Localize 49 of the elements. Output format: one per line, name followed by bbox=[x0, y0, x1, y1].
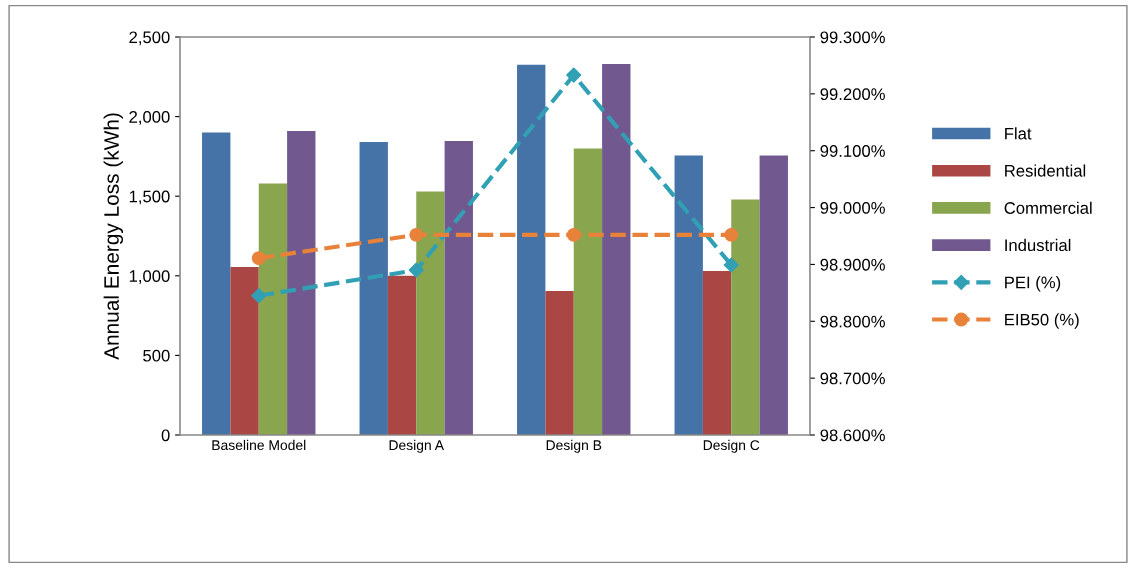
bar bbox=[602, 64, 631, 435]
y2-tick-label: 98.800% bbox=[820, 315, 885, 328]
bar bbox=[573, 148, 603, 435]
legend-label: PEI (%) bbox=[1005, 276, 1061, 292]
point bbox=[251, 288, 267, 304]
legend-label: EIB50 (%) bbox=[1005, 313, 1079, 329]
bar bbox=[759, 155, 788, 435]
bar bbox=[416, 191, 445, 435]
y-axis-title: Annual Energy Loss (kWh) bbox=[103, 113, 124, 360]
point bbox=[723, 257, 739, 273]
point bbox=[408, 262, 424, 278]
y-tick-label: 1,500 bbox=[129, 190, 170, 205]
y2-tick-label: 98.600% bbox=[820, 429, 885, 442]
bar bbox=[517, 64, 546, 435]
bar bbox=[359, 142, 388, 435]
y-tick-label: 0 bbox=[161, 429, 170, 442]
y2-tick-label: 99.200% bbox=[820, 88, 885, 101]
bar bbox=[731, 199, 760, 435]
y2-tick-label: 99.100% bbox=[820, 145, 885, 157]
point bbox=[724, 227, 739, 242]
legend-label: Commercial bbox=[1004, 201, 1092, 214]
point bbox=[251, 251, 266, 266]
point bbox=[409, 227, 424, 242]
y-tick-label: 500 bbox=[143, 349, 170, 362]
bar bbox=[674, 155, 703, 435]
legend-label: Residential bbox=[1005, 164, 1086, 177]
bar bbox=[202, 132, 231, 435]
bar bbox=[258, 183, 288, 435]
y2-tick-label: 98.700% bbox=[820, 372, 885, 385]
y-tick-label: 2,500 bbox=[129, 31, 170, 46]
bar bbox=[230, 267, 259, 435]
bar bbox=[444, 140, 473, 435]
bar bbox=[287, 130, 316, 435]
bar bbox=[545, 290, 574, 435]
y2-tick-label: 99.000% bbox=[820, 201, 885, 214]
x-tick-label: Design A bbox=[389, 439, 445, 453]
x-tick-label: Design B bbox=[546, 439, 602, 453]
point bbox=[566, 227, 581, 242]
bar bbox=[702, 271, 732, 435]
x-tick-label: Design C bbox=[703, 439, 760, 453]
point bbox=[566, 67, 582, 83]
x-tick-label: Baseline Model bbox=[212, 439, 306, 451]
bar bbox=[387, 275, 417, 435]
y-tick-label: 1,000 bbox=[129, 270, 170, 284]
legend-label: Flat bbox=[1005, 127, 1032, 140]
legend-label: Industrial bbox=[1005, 238, 1071, 252]
y2-tick-label: 99.300% bbox=[820, 31, 885, 44]
y-tick-label: 2,000 bbox=[129, 111, 170, 125]
y2-tick-label: 98.900% bbox=[820, 258, 885, 271]
